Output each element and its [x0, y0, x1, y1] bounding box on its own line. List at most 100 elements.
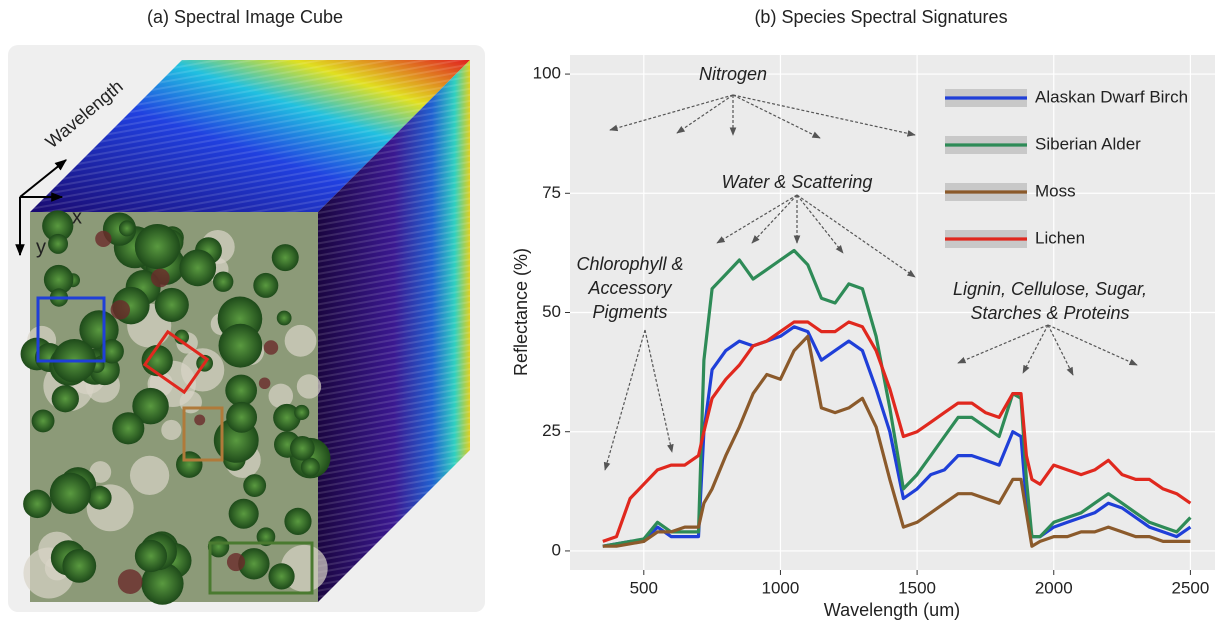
x-tick-label: 2000 [1035, 578, 1073, 597]
tree [134, 539, 168, 573]
tree [228, 498, 259, 529]
annotation: Accessory [587, 278, 672, 298]
tree [31, 409, 55, 433]
legend-label: Lichen [1035, 228, 1085, 247]
tree [253, 272, 279, 298]
tree [62, 548, 97, 583]
tree [290, 435, 315, 461]
bare-patch [268, 383, 294, 409]
series-line [602, 334, 1191, 548]
shrub [263, 340, 279, 355]
tree [43, 264, 74, 295]
birch-box [36, 296, 106, 363]
y-tick-label: 0 [552, 540, 561, 559]
panel-title: (a) Spectral Image Cube [147, 7, 343, 27]
lichen-box [142, 329, 210, 395]
tree [42, 210, 74, 242]
x-tick-label: 2500 [1171, 578, 1209, 597]
series-line [602, 320, 1192, 543]
tree [273, 403, 301, 432]
tree [99, 339, 124, 364]
annotation: Pigments [592, 302, 667, 322]
shrub [150, 268, 170, 288]
legend-label: Alaskan Dwarf Birch [1035, 87, 1188, 106]
tree [48, 233, 69, 254]
tree [271, 244, 299, 272]
tree [154, 287, 189, 322]
annotation-arrow [676, 94, 734, 134]
tree [225, 374, 258, 407]
tree [87, 485, 112, 510]
tree [226, 401, 258, 433]
tree [243, 474, 267, 497]
tree [132, 387, 169, 425]
tree [49, 472, 91, 514]
annotation-arrow [603, 329, 646, 471]
tree [179, 249, 217, 287]
annotation: Nitrogen [699, 64, 767, 84]
annotation: Lignin, Cellulose, Sugar, [953, 279, 1147, 299]
shrub [226, 553, 246, 572]
y-label: y [36, 236, 46, 258]
series-line [602, 248, 1192, 548]
tree [268, 563, 295, 590]
tree [284, 507, 312, 535]
annotation-arrow [796, 194, 844, 254]
x-axis-title: Wavelength (um) [824, 600, 960, 620]
y-tick-label: 100 [533, 64, 561, 83]
shrub [95, 230, 112, 248]
shrub [110, 300, 131, 320]
tree [294, 404, 310, 421]
legend-label: Moss [1035, 181, 1076, 200]
y-tick-label: 75 [542, 183, 561, 202]
alder-box [208, 541, 314, 595]
tree [207, 536, 230, 558]
tree [212, 271, 234, 292]
annotation: Water & Scattering [722, 172, 873, 192]
panel-b: (b) Species Spectral Signatures Waveleng… [511, 7, 1215, 620]
shrub [194, 414, 206, 426]
annotation-arrow [1047, 324, 1138, 366]
panel-a: (a) Spectral Image Cube Wavelength x y [8, 7, 485, 612]
annotation-arrow [957, 324, 1049, 364]
annotation: Starches & Proteins [970, 303, 1129, 323]
moss-box [182, 406, 224, 462]
annotation-arrow [796, 194, 916, 278]
y-tick-label: 25 [542, 421, 561, 440]
tree [256, 527, 276, 547]
wavelength-arrow [19, 159, 67, 198]
x-label: x [72, 206, 82, 228]
y-axis-title: Reflectance (%) [511, 248, 531, 376]
annotation-arrow [751, 194, 798, 244]
tree [141, 562, 184, 605]
annotation-arrow [1022, 324, 1049, 374]
annotation-arrow [732, 94, 916, 137]
tree [112, 412, 145, 445]
tree [218, 323, 263, 368]
x-tick-label: 1500 [898, 578, 936, 597]
tree [118, 220, 135, 237]
x-tick-label: 500 [630, 578, 658, 597]
bare-patch [89, 461, 112, 483]
tree [51, 385, 79, 413]
annotation-arrow [716, 194, 798, 244]
tree [23, 489, 52, 519]
legend-label: Siberian Alder [1035, 134, 1141, 153]
bare-patch [284, 324, 317, 357]
annotation-arrow [732, 94, 821, 139]
cube-side-texture [318, 60, 470, 602]
tree [176, 451, 203, 478]
annotation-arrow [644, 329, 674, 453]
cube-top-texture [30, 60, 470, 212]
annotation: Chlorophyll & [576, 254, 683, 274]
annotation-arrow [609, 94, 734, 132]
x-tick-label: 1000 [762, 578, 800, 597]
shrub [258, 377, 271, 390]
tree [134, 223, 180, 270]
tree [276, 310, 292, 326]
bare-patch [161, 419, 182, 441]
shrub [117, 569, 143, 594]
bare-patch [129, 455, 170, 496]
